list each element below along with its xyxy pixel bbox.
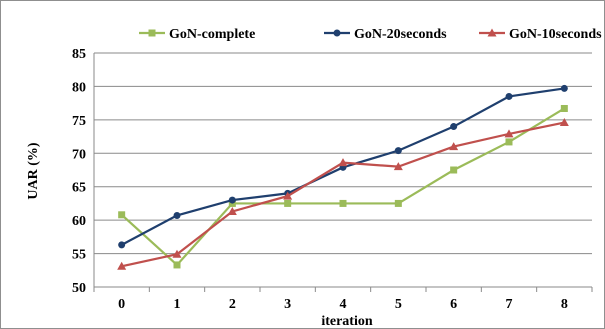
y-tick-label: 60 bbox=[72, 214, 86, 229]
x-tick-label: 6 bbox=[450, 297, 457, 312]
data-point bbox=[449, 142, 459, 151]
y-tick-label: 85 bbox=[72, 47, 86, 62]
data-point bbox=[118, 211, 126, 219]
data-point bbox=[118, 241, 126, 249]
data-point bbox=[505, 138, 513, 146]
data-point bbox=[560, 84, 568, 92]
legend-label: GoN-20seconds bbox=[354, 27, 447, 42]
series-gon-10seconds bbox=[117, 118, 569, 270]
series-gon-complete bbox=[118, 104, 568, 269]
x-tick-label: 7 bbox=[506, 297, 513, 312]
x-tick-label: 8 bbox=[561, 297, 568, 312]
data-point bbox=[228, 196, 236, 204]
y-tick-label: 55 bbox=[72, 248, 86, 263]
gridlines bbox=[94, 52, 592, 255]
data-point bbox=[450, 166, 458, 174]
legend-swatch-marker bbox=[148, 29, 156, 37]
data-point bbox=[117, 261, 127, 270]
x-tick-label: 2 bbox=[229, 297, 236, 312]
y-axis-title: UAR (%) bbox=[26, 142, 41, 199]
data-point bbox=[284, 199, 292, 207]
x-tick-label: 3 bbox=[284, 297, 291, 312]
data-point bbox=[339, 199, 347, 207]
y-tick-labels: 50 55 60 65 70 75 80 85 bbox=[72, 47, 86, 296]
legend-entry: GoN-10seconds bbox=[479, 27, 602, 42]
data-point bbox=[393, 162, 403, 171]
legend-swatch-marker bbox=[333, 29, 341, 37]
x-tick-labels: 0 1 2 3 4 5 6 7 8 bbox=[118, 297, 568, 312]
x-tick-label: 4 bbox=[340, 297, 347, 312]
data-point bbox=[394, 199, 402, 207]
legend-label: GoN-complete bbox=[169, 27, 255, 42]
x-tick-label: 0 bbox=[118, 297, 125, 312]
data-point bbox=[227, 206, 237, 215]
x-axis-title: iteration bbox=[321, 314, 373, 328]
data-point bbox=[394, 147, 402, 155]
data-point bbox=[505, 92, 513, 100]
legend-swatch-marker bbox=[487, 28, 497, 37]
series-gon-20seconds bbox=[118, 84, 568, 249]
legend: GoN-complete GoN-20seconds GoN-10seconds bbox=[139, 27, 602, 42]
x-tick-label: 1 bbox=[174, 297, 181, 312]
y-tick-label: 80 bbox=[72, 80, 86, 95]
data-point bbox=[560, 104, 568, 112]
legend-label: GoN-10seconds bbox=[509, 27, 602, 42]
data-point bbox=[504, 129, 514, 138]
data-point bbox=[173, 261, 181, 269]
data-point bbox=[559, 118, 569, 127]
axes bbox=[93, 53, 593, 292]
data-point bbox=[450, 123, 458, 131]
y-tick-label: 50 bbox=[72, 281, 86, 296]
legend-entry: GoN-complete bbox=[139, 27, 255, 42]
data-point bbox=[173, 211, 181, 219]
series-group bbox=[117, 84, 569, 270]
data-point bbox=[172, 249, 182, 258]
legend-entry: GoN-20seconds bbox=[324, 27, 447, 42]
data-point bbox=[283, 191, 293, 200]
y-tick-label: 70 bbox=[72, 147, 86, 162]
data-point bbox=[338, 158, 348, 167]
y-tick-label: 75 bbox=[72, 114, 86, 129]
y-tick-label: 65 bbox=[72, 181, 86, 196]
x-tick-label: 5 bbox=[395, 297, 402, 312]
series-line bbox=[121, 121, 565, 268]
